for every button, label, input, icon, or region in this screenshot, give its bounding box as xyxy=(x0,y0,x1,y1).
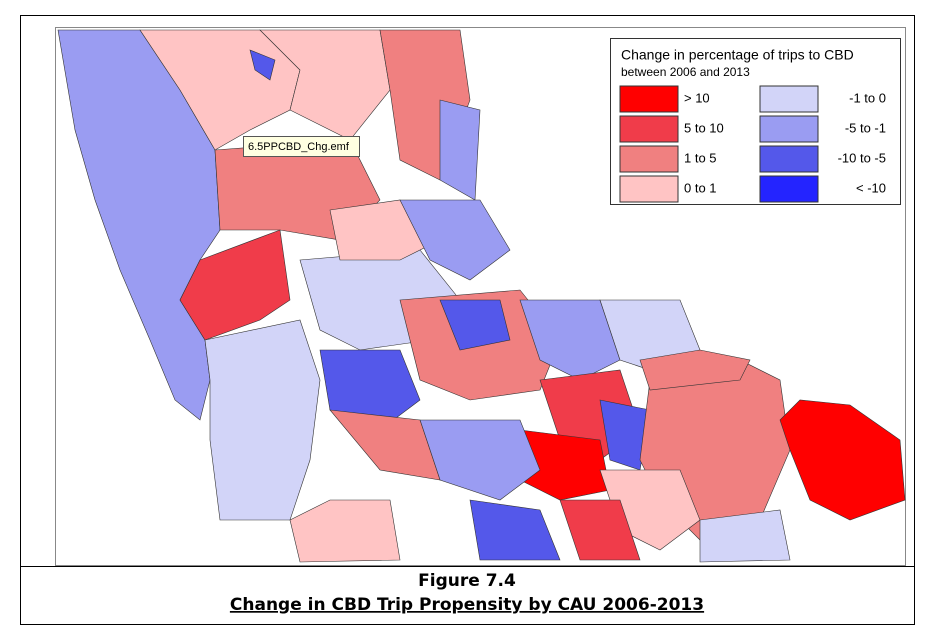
legend-title: Change in percentage of trips to CBD xyxy=(621,47,854,63)
legend-swatch xyxy=(759,115,819,143)
legend-swatch xyxy=(759,145,819,173)
legend-label: > 10 xyxy=(684,90,710,105)
legend-label: < -10 xyxy=(856,180,886,195)
legend-subtitle: between 2006 and 2013 xyxy=(621,65,750,79)
caption-title: Change in CBD Trip Propensity by CAU 200… xyxy=(230,595,704,615)
legend-swatch xyxy=(619,115,679,143)
legend-swatch xyxy=(759,175,819,203)
legend-label: 1 to 5 xyxy=(684,150,717,165)
legend-swatch xyxy=(619,175,679,203)
figure-number: Figure 7.4 xyxy=(418,571,516,591)
legend-swatch xyxy=(619,145,679,173)
legend-label: -1 to 0 xyxy=(849,90,886,105)
legend-swatch xyxy=(619,85,679,113)
legend-label: 5 to 10 xyxy=(684,120,724,135)
tooltip: 6.5PPCBD_Chg.emf xyxy=(243,136,360,157)
frame xyxy=(20,15,915,625)
legend-label: -10 to -5 xyxy=(838,150,886,165)
map-frame xyxy=(55,27,906,566)
legend-swatch xyxy=(759,85,819,113)
tooltip-text: 6.5PPCBD_Chg.emf xyxy=(248,141,350,153)
legend: Change in percentage of trips to CBD bet… xyxy=(610,38,901,205)
legend-label: -5 to -1 xyxy=(845,120,886,135)
legend-label: 0 to 1 xyxy=(684,180,717,195)
map-regions xyxy=(57,29,906,563)
